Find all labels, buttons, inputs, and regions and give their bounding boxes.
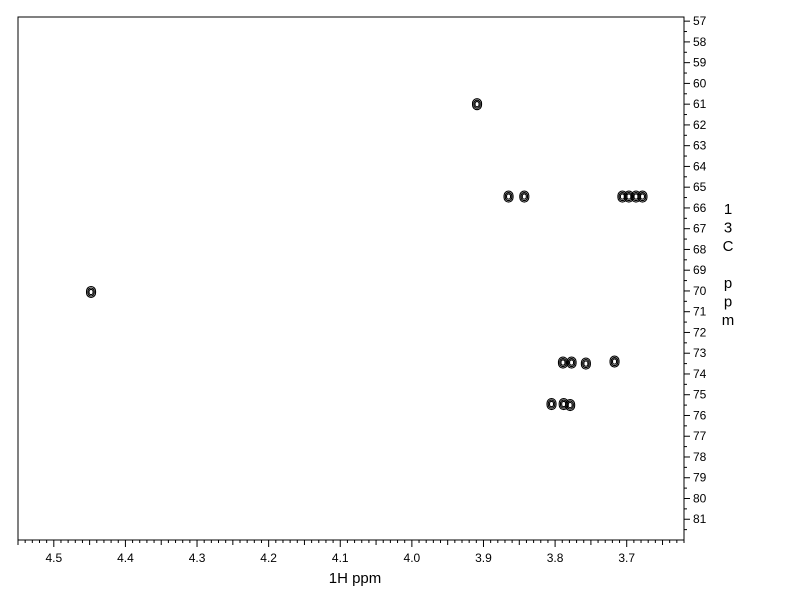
y-tick-label: 72 <box>693 325 707 339</box>
y-tick-label: 62 <box>693 118 707 132</box>
contour-ring <box>559 358 567 368</box>
contour-ring <box>626 193 632 200</box>
y-tick-label: 80 <box>693 491 707 505</box>
contour-ring <box>473 99 481 109</box>
y-tick-label: 60 <box>693 76 707 90</box>
y-axis: 57 58 59 60 61 62 63 64 65 66 67 68 69 70 71 72 73 74 75 76… <box>684 14 707 531</box>
y-tick-label: 59 <box>693 56 707 70</box>
contour-ring <box>87 287 95 297</box>
y-tick-label: 68 <box>693 242 707 256</box>
y-tick-label: 73 <box>693 346 707 360</box>
y-axis-title-char: 3 <box>724 220 732 237</box>
contour-ring <box>639 193 646 200</box>
y-tick-label: 81 <box>693 512 707 526</box>
y-tick-label: 78 <box>693 450 707 464</box>
contour-peak <box>546 398 557 411</box>
contour-ring <box>638 191 647 202</box>
contour-ring <box>567 358 576 368</box>
contour-ring <box>566 400 574 410</box>
contour-ring <box>610 356 619 367</box>
contour-ring <box>505 193 512 200</box>
y-tick-label: 79 <box>693 471 707 485</box>
y-axis-title-char: C <box>723 238 734 255</box>
x-tick-label: 3.7 <box>618 551 635 565</box>
contour-peak <box>557 356 569 369</box>
contour-ring <box>85 285 97 299</box>
contour-peak <box>503 190 514 203</box>
contour-ring <box>566 356 577 369</box>
contour-ring <box>611 358 618 365</box>
contour-peak <box>85 285 97 299</box>
contour-ring <box>637 190 648 203</box>
plot-frame <box>17 16 685 541</box>
x-tick-label: 4.3 <box>189 551 206 565</box>
contour-ring <box>474 101 480 108</box>
y-tick-label: 64 <box>693 159 707 173</box>
x-tick-label: 3.8 <box>547 551 564 565</box>
y-tick-label: 63 <box>693 139 707 153</box>
contour-ring <box>560 359 566 366</box>
y-tick-label: 77 <box>693 429 707 443</box>
contour-ring <box>565 399 576 412</box>
contour-peak <box>565 399 576 412</box>
y-axis-title-char: 1 <box>724 201 732 218</box>
y-tick-label: 70 <box>693 284 707 298</box>
y-tick-label: 75 <box>693 388 707 402</box>
contour-ring <box>609 355 620 368</box>
contour-peaks <box>85 98 648 412</box>
contour-ring <box>471 98 483 111</box>
y-tick-label: 67 <box>693 222 707 236</box>
y-axis-title-char: p <box>724 294 732 311</box>
x-tick-label: 4.5 <box>45 551 62 565</box>
contour-ring <box>503 190 514 203</box>
contour-peak <box>637 190 648 203</box>
contour-ring <box>88 288 94 296</box>
x-tick-label: 4.4 <box>117 551 134 565</box>
contour-ring <box>520 191 529 202</box>
contour-ring <box>519 190 530 203</box>
contour-ring <box>546 398 557 411</box>
y-axis-title-char: p <box>724 275 732 292</box>
y-tick-label: 66 <box>693 201 707 215</box>
contour-ring <box>569 359 575 366</box>
y-tick-label: 71 <box>693 305 707 319</box>
contour-peak <box>566 356 577 369</box>
contour-peak <box>519 190 530 203</box>
x-axis: 4.5 4.4 4.3 4.2 4.1 4.0 3.9 3.8 3.7 <box>17 540 685 565</box>
contour-ring <box>583 360 589 367</box>
x-tick-label: 4.0 <box>404 551 421 565</box>
contour-peak <box>580 357 591 370</box>
y-axis-title-char: m <box>722 312 735 329</box>
y-tick-label: 61 <box>693 97 707 111</box>
contour-ring <box>548 400 555 408</box>
contour-peak <box>609 355 620 368</box>
contour-ring <box>504 191 513 202</box>
contour-ring <box>582 359 590 369</box>
x-tick-label: 4.2 <box>260 551 277 565</box>
contour-peak <box>471 98 483 111</box>
contour-ring <box>547 399 556 409</box>
y-tick-label: 58 <box>693 35 707 49</box>
y-tick-label: 76 <box>693 408 707 422</box>
y-tick-label: 65 <box>693 180 707 194</box>
y-tick-label: 69 <box>693 263 707 277</box>
contour-ring <box>567 401 573 409</box>
contour-ring <box>580 357 591 370</box>
x-tick-label: 3.9 <box>475 551 492 565</box>
x-tick-label: 4.1 <box>332 551 349 565</box>
y-tick-label: 74 <box>693 367 707 381</box>
contour-ring <box>521 193 527 200</box>
y-tick-label: 57 <box>693 14 707 28</box>
x-axis-title: 1H ppm <box>329 570 382 587</box>
